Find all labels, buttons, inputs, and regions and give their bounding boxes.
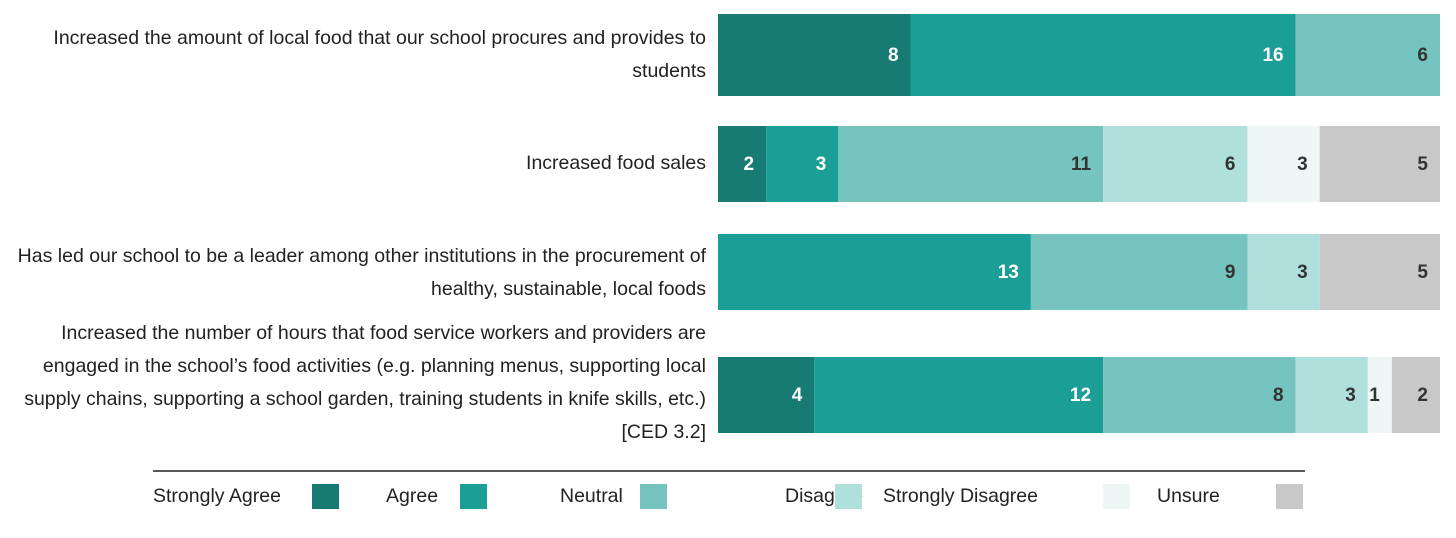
- bar-segment: [1391, 357, 1440, 433]
- bar-segment: [1319, 234, 1440, 310]
- bar-segment: [1319, 126, 1440, 202]
- value-label: 16: [1262, 45, 1283, 66]
- value-label: 3: [1345, 385, 1356, 406]
- category-label: Increased food sales: [526, 151, 706, 174]
- bar-segment: [718, 126, 767, 202]
- value-label: 8: [888, 45, 899, 66]
- legend-label: Agree: [386, 485, 438, 507]
- bar-segment: [766, 126, 839, 202]
- value-label: 11: [1071, 154, 1092, 175]
- legend-swatch: [460, 484, 487, 509]
- value-label: 4: [792, 385, 803, 406]
- bar-segment: [718, 234, 1031, 310]
- value-label: 2: [744, 154, 755, 175]
- bar-segment: [1295, 357, 1368, 433]
- category-label: Increased the amount of local food that …: [53, 27, 706, 82]
- value-label: 6: [1225, 154, 1236, 175]
- legend-label: Unsure: [1157, 485, 1220, 507]
- value-label: 12: [1070, 385, 1091, 406]
- bar-segment: [1103, 126, 1248, 202]
- value-label: 3: [816, 154, 827, 175]
- category-label: Increased the number of hours that food …: [24, 322, 706, 443]
- legend-label: Neutral: [560, 485, 623, 507]
- bar-segment: [1030, 234, 1248, 310]
- legend-swatch: [1276, 484, 1303, 509]
- value-label: 6: [1417, 45, 1428, 66]
- legend-swatch: [1103, 484, 1130, 509]
- bar-segment: [1367, 357, 1392, 433]
- bar-segment: [1103, 357, 1296, 433]
- value-label: 9: [1225, 262, 1236, 283]
- value-label: 13: [998, 262, 1019, 283]
- value-label: 5: [1417, 262, 1428, 283]
- bar-segment: [1295, 14, 1440, 96]
- bar-segment: [814, 357, 1104, 433]
- category-label: Has led our school to be a leader among …: [17, 245, 706, 300]
- bar-segment: [718, 14, 911, 96]
- value-label: 2: [1417, 385, 1428, 406]
- bar-segment: [910, 14, 1296, 96]
- legend-label: Strongly Disagree: [883, 485, 1038, 507]
- bar-segment: [718, 357, 815, 433]
- bar-segment: [1247, 234, 1320, 310]
- value-label: 3: [1297, 262, 1308, 283]
- value-label: 1: [1369, 385, 1380, 406]
- legend-swatch: [640, 484, 667, 509]
- legend-swatch: [835, 484, 862, 509]
- value-label: 5: [1417, 154, 1428, 175]
- legend-label: Strongly Agree: [153, 485, 281, 507]
- value-label: 3: [1297, 154, 1308, 175]
- bar-segment: [838, 126, 1104, 202]
- value-label: 8: [1273, 385, 1284, 406]
- bar-segment: [1247, 126, 1320, 202]
- legend-swatch: [312, 484, 339, 509]
